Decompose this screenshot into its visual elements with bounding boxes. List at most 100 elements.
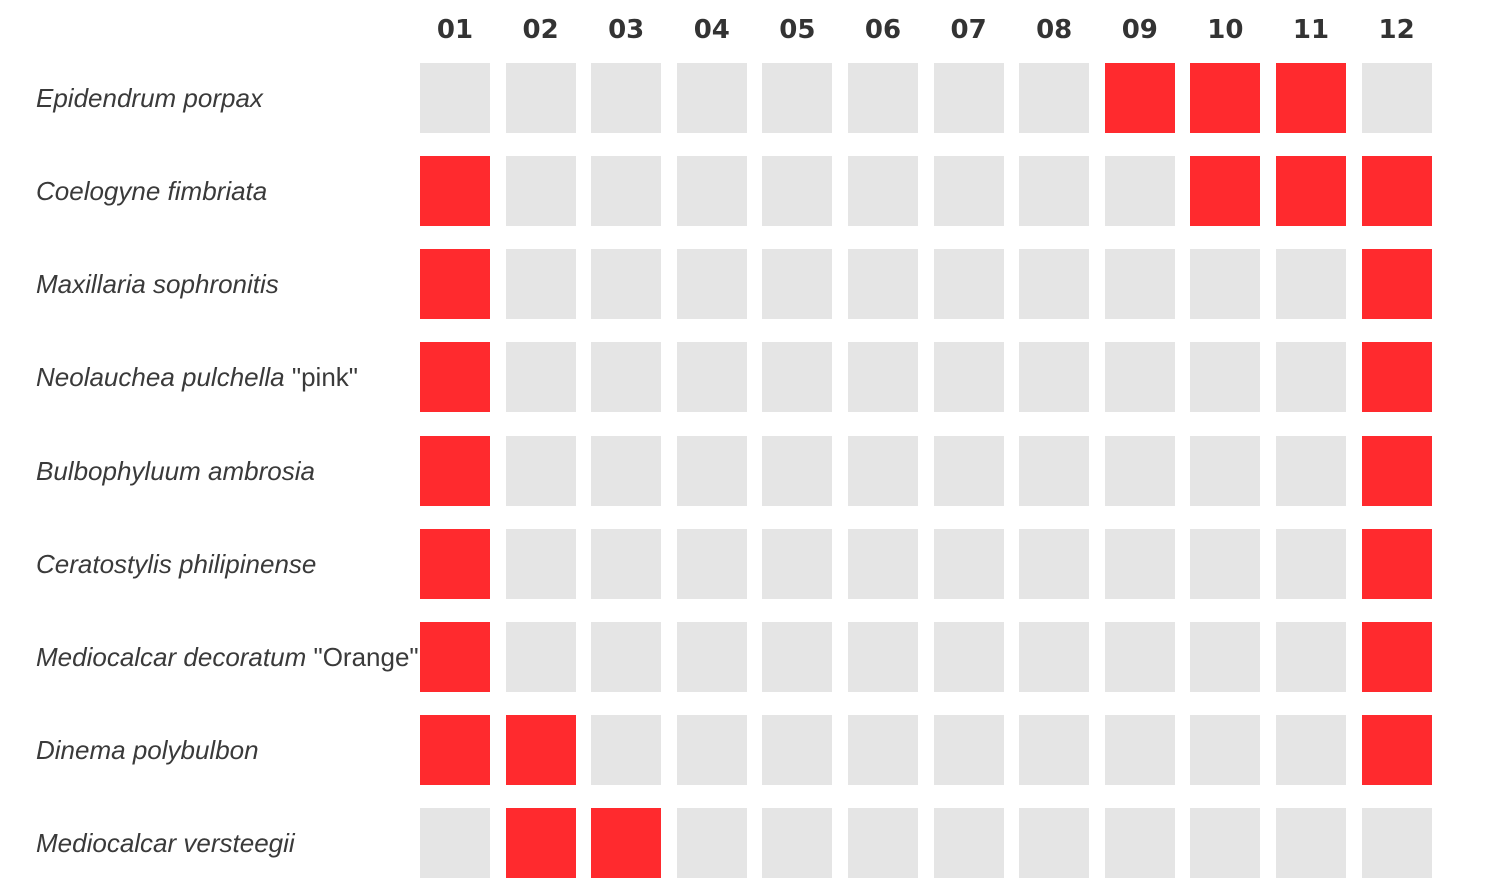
bloom-cell-inactive xyxy=(591,63,662,133)
species-name: Neolauchea pulchella xyxy=(36,362,285,393)
bloom-cell-inactive xyxy=(762,528,833,599)
bloom-cell-inactive xyxy=(762,435,833,506)
month-label-02: 02 xyxy=(522,15,559,45)
bloom-cell-inactive xyxy=(505,156,576,227)
bloom-cell-inactive xyxy=(1104,249,1175,320)
bloom-cell-inactive xyxy=(1104,528,1175,599)
bloom-cell-inactive xyxy=(505,249,576,320)
bloom-cell-inactive xyxy=(762,808,833,879)
bloom-cell-inactive xyxy=(591,715,662,786)
bloom-cell-active xyxy=(420,435,490,506)
bloom-cell-inactive xyxy=(933,621,1004,692)
bloom-cell-inactive xyxy=(1276,808,1346,879)
bloom-cell-active xyxy=(1361,435,1432,506)
bloom-cell-inactive xyxy=(676,63,747,133)
bloom-cell-inactive xyxy=(1104,715,1175,786)
bloom-cell-inactive xyxy=(933,528,1004,599)
month-label-10: 10 xyxy=(1207,15,1244,45)
bloom-cell-inactive xyxy=(848,808,918,879)
bloom-cell-inactive xyxy=(505,342,576,413)
bloom-cell-inactive xyxy=(505,621,576,692)
bloom-cell-inactive xyxy=(1104,621,1175,692)
row-label: Maxillaria sophronitis xyxy=(36,249,416,319)
row-label: Neolauchea pulchella "pink" xyxy=(36,342,416,412)
bloom-cell-inactive xyxy=(848,435,918,506)
month-label-01: 01 xyxy=(436,15,474,45)
bloom-cell-active xyxy=(1104,63,1175,133)
bloom-cell-inactive xyxy=(591,528,662,599)
bloom-cell-inactive xyxy=(1104,435,1175,506)
month-label-09: 09 xyxy=(1121,15,1158,45)
month-label-11: 11 xyxy=(1292,15,1330,45)
bloom-cell-active xyxy=(505,715,576,786)
bloom-cell-active xyxy=(1361,715,1432,786)
month-label-04: 04 xyxy=(693,15,730,45)
bloom-cell-inactive xyxy=(1019,715,1090,786)
species-name: Mediocalcar versteegii xyxy=(36,828,295,859)
bloom-cell-inactive xyxy=(1190,715,1261,786)
bloom-cell-active xyxy=(420,621,490,692)
bloom-cell-active xyxy=(420,528,490,599)
bloom-cell-inactive xyxy=(762,156,833,227)
bloom-cell-inactive xyxy=(848,249,918,320)
bloom-cell-active xyxy=(420,156,490,227)
row-label: Coelogyne fimbriata xyxy=(36,156,416,226)
variety-name: "pink" xyxy=(291,362,359,393)
bloom-cell-inactive xyxy=(591,342,662,413)
bloom-cell-inactive xyxy=(933,715,1004,786)
bloom-cell-inactive xyxy=(1276,715,1346,786)
bloom-cell-inactive xyxy=(591,156,662,227)
bloom-cell-inactive xyxy=(1361,808,1432,879)
bloom-cell-inactive xyxy=(762,715,833,786)
bloom-cell-inactive xyxy=(1019,249,1090,320)
species-name: Dinema polybulbon xyxy=(36,735,259,766)
bloom-cell-active xyxy=(1361,342,1432,413)
variety-name: "Orange" xyxy=(313,641,419,672)
bloom-cell-inactive xyxy=(1019,528,1090,599)
bloom-cell-active xyxy=(1190,156,1261,227)
bloom-cell-inactive xyxy=(1361,63,1432,133)
bloom-cell-inactive xyxy=(1276,621,1346,692)
bloom-cell-active xyxy=(420,249,490,320)
bloom-cell-inactive xyxy=(1019,621,1090,692)
bloom-cell-inactive xyxy=(1276,435,1346,506)
bloom-cell-inactive xyxy=(1276,528,1346,599)
bloom-cell-inactive xyxy=(762,63,833,133)
bloom-cell-inactive xyxy=(848,63,918,133)
bloom-cell-inactive xyxy=(762,342,833,413)
bloom-cell-inactive xyxy=(420,808,490,879)
bloom-cell-inactive xyxy=(848,342,918,413)
bloom-cell-inactive xyxy=(1276,342,1346,413)
bloom-cell-inactive xyxy=(420,63,490,133)
bloom-cell-inactive xyxy=(1190,808,1261,879)
bloom-cell-inactive xyxy=(676,621,747,692)
bloom-cell-inactive xyxy=(591,249,662,320)
bloom-cell-inactive xyxy=(1019,156,1090,227)
bloom-cell-inactive xyxy=(676,808,747,879)
bloom-cell-active xyxy=(1361,156,1432,227)
bloom-cell-inactive xyxy=(1019,808,1090,879)
bloom-cell-inactive xyxy=(676,435,747,506)
bloom-cell-active xyxy=(1361,621,1432,692)
bloom-cell-inactive xyxy=(762,249,833,320)
row-label: Mediocalcar decoratum "Orange" xyxy=(36,622,419,692)
bloom-cell-active xyxy=(1361,528,1432,599)
bloom-cell-active xyxy=(420,715,490,786)
bloom-cell-inactive xyxy=(848,528,918,599)
bloom-cell-inactive xyxy=(1104,156,1175,227)
bloom-cell-inactive xyxy=(676,249,747,320)
bloom-cell-inactive xyxy=(933,156,1004,227)
bloom-cell-active xyxy=(1276,63,1346,133)
bloom-cell-active xyxy=(1276,156,1346,227)
bloom-cell-inactive xyxy=(1019,342,1090,413)
month-label-03: 03 xyxy=(608,15,645,45)
bloom-cell-inactive xyxy=(1019,435,1090,506)
species-name: Bulbophyluum ambrosia xyxy=(36,455,315,486)
bloom-cell-inactive xyxy=(933,342,1004,413)
bloom-cell-inactive xyxy=(1190,342,1261,413)
bloom-cell-inactive xyxy=(505,435,576,506)
bloom-cell-inactive xyxy=(676,342,747,413)
bloom-cell-inactive xyxy=(1104,342,1175,413)
bloom-cell-inactive xyxy=(762,621,833,692)
row-label: Ceratostylis philipinense xyxy=(36,529,416,599)
